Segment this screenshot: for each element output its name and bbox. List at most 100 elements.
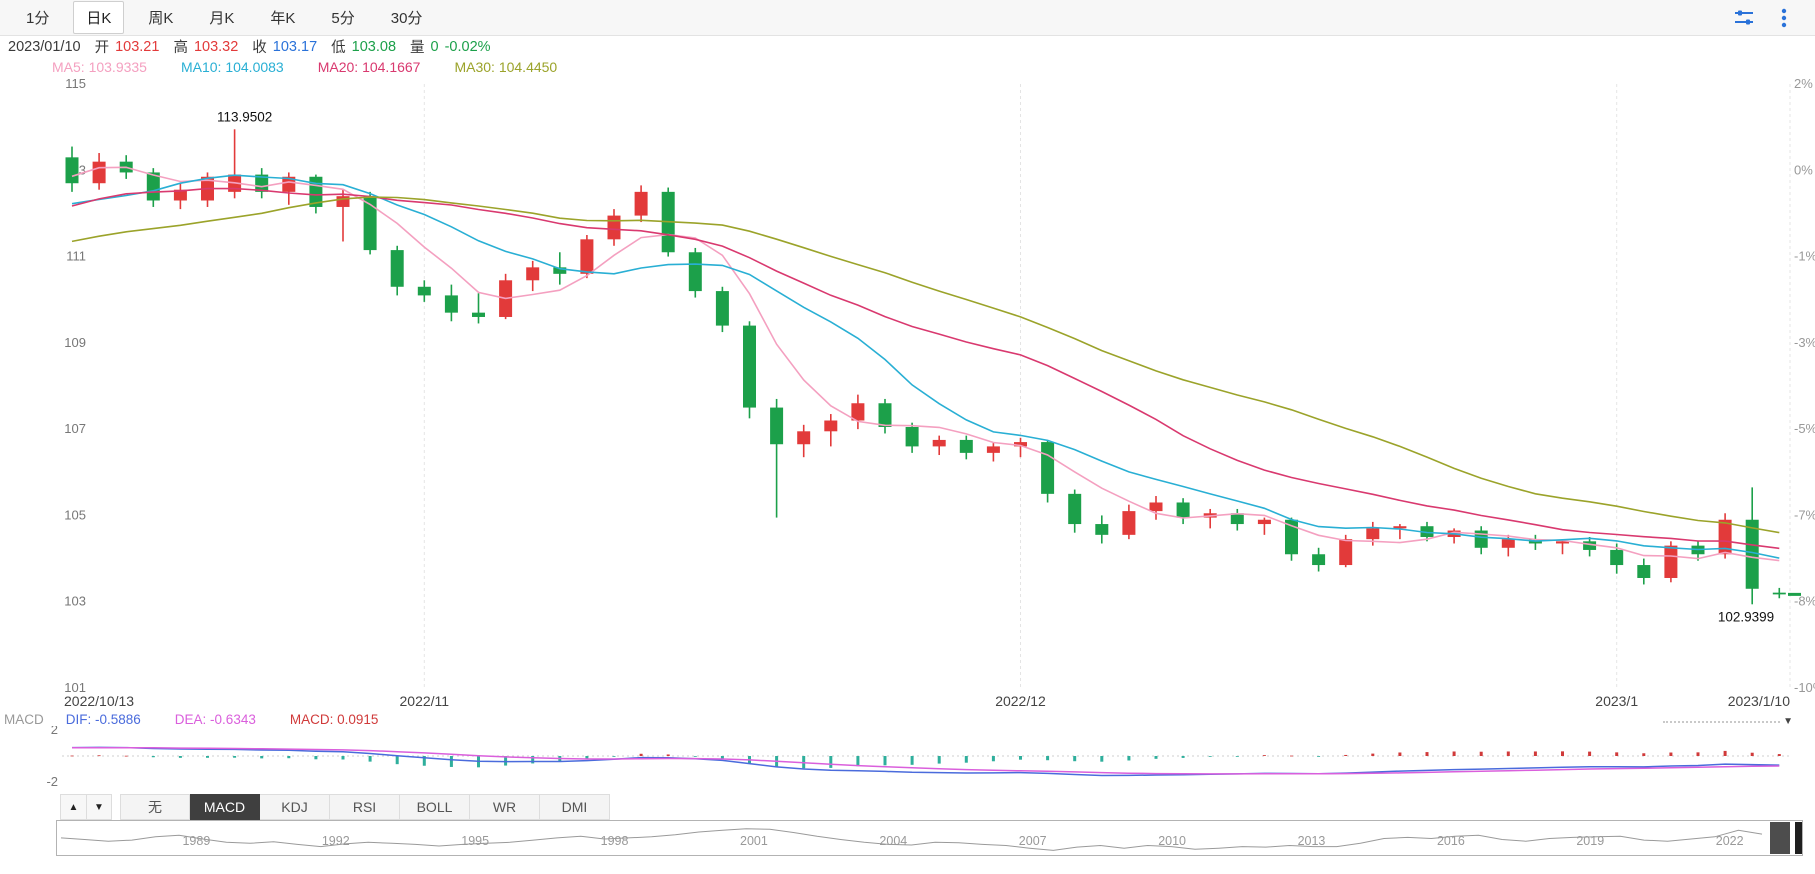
- macd-histogram-bar: [585, 756, 589, 760]
- low-label: 低: [331, 40, 346, 56]
- quote-row: 2023/01/10 开 103.21 高 103.32 收 103.17 低 …: [0, 36, 1815, 57]
- macd-histogram-bar: [233, 756, 237, 758]
- macd-histogram-bar: [1235, 756, 1239, 757]
- percent-axis-label: -10%: [1794, 680, 1815, 695]
- macd-histogram-bar: [151, 756, 155, 758]
- date-axis-label: 2022/10/13: [64, 693, 134, 709]
- tab-daily-k[interactable]: 日K: [73, 1, 125, 34]
- navigator-year-label: 2004: [879, 834, 907, 848]
- navigator-edge-handle[interactable]: [1795, 822, 1802, 854]
- candle-down: [255, 174, 269, 192]
- candle-up: [1014, 442, 1027, 447]
- tab-weekly-k[interactable]: 周K: [148, 10, 174, 27]
- macd-histogram-bar: [1317, 756, 1321, 757]
- indicator-settings-icon[interactable]: [1733, 7, 1755, 29]
- macd-histogram-bar: [1262, 755, 1266, 756]
- panel-scroll-track[interactable]: ▼: [1663, 717, 1793, 727]
- macd-histogram-bar: [422, 756, 426, 766]
- navigator-year-label: 1992: [322, 834, 350, 848]
- candle-up: [1393, 526, 1407, 529]
- max-price-label: 113.9502: [217, 109, 272, 124]
- candle-up: [1556, 541, 1569, 544]
- macd-histogram-bar: [1669, 752, 1673, 756]
- macd-histogram-bar: [1073, 756, 1077, 762]
- macd-histogram-bar: [70, 755, 74, 757]
- navigator-range-handle[interactable]: [1770, 822, 1790, 854]
- navigator-year-label: 2022: [1716, 834, 1744, 848]
- tab-monthly-k[interactable]: 月K: [209, 10, 235, 27]
- candle-down: [743, 325, 756, 408]
- price-axis-label: 115: [65, 76, 86, 91]
- navigator-year-label: 2013: [1298, 834, 1326, 848]
- macd-histogram-bar: [1642, 753, 1646, 756]
- candle-down: [553, 267, 567, 274]
- percent-axis-label: 2%: [1794, 76, 1813, 91]
- macd-histogram-bar: [856, 756, 860, 767]
- macd-axis-label: -2: [46, 774, 58, 789]
- macd-histogram-bar: [504, 756, 508, 766]
- candle-down: [770, 407, 784, 445]
- macd-header: MACD DIF: -0.5886 DEA: -0.6343 MACD: 0.0…: [0, 712, 1815, 727]
- macd-histogram-bar: [1371, 753, 1375, 756]
- open-label: 开: [94, 40, 110, 56]
- macd-histogram-bar: [449, 756, 453, 767]
- navigator-sparkline: [60, 828, 1763, 851]
- tab-1min[interactable]: 1分: [26, 10, 50, 27]
- navigator-year-label: 1995: [461, 834, 489, 848]
- volume-value: 0: [430, 38, 439, 55]
- candle-down: [1041, 442, 1055, 494]
- macd-histogram-bar: [1750, 752, 1754, 756]
- more-menu-icon[interactable]: [1773, 7, 1795, 29]
- navigator-year-label: 1989: [182, 834, 210, 848]
- macd-histogram-bar: [964, 756, 968, 763]
- last-close-marker: [1788, 592, 1801, 596]
- macd-histogram-bar: [260, 756, 264, 759]
- min-price-label: 102.9399: [1718, 609, 1774, 624]
- candle-down: [1610, 549, 1624, 566]
- percent-axis-label: 0%: [1794, 162, 1813, 177]
- macd-histogram-bar: [287, 756, 291, 759]
- ma20-legend: MA20: 104.1667: [317, 58, 421, 75]
- pane-up-button[interactable]: ▲: [60, 794, 86, 820]
- ma20-line: [71, 187, 1780, 550]
- ma30-line: [71, 196, 1780, 534]
- macd-histogram-bar: [206, 756, 209, 758]
- macd-histogram-bar: [612, 756, 616, 757]
- ind-tab-dmi[interactable]: DMI: [540, 794, 610, 820]
- period-toolbar: 1分 日K 周K 月K 年K 5分 30分: [0, 0, 1815, 36]
- ind-tab-rsi[interactable]: RSI: [330, 794, 400, 820]
- candle-down: [1068, 493, 1082, 525]
- tab-5min[interactable]: 5分: [331, 10, 355, 27]
- price-axis-label: 111: [66, 249, 86, 264]
- price-axis-label: 103: [64, 594, 86, 609]
- toolbar-icons: [1733, 7, 1801, 29]
- pane-down-button[interactable]: ▼: [86, 794, 112, 820]
- macd-histogram-bar: [1290, 755, 1293, 757]
- ind-tab-boll[interactable]: BOLL: [400, 794, 470, 820]
- macd-histogram-bar: [1452, 751, 1456, 756]
- candle-up: [824, 420, 838, 432]
- candle-up: [173, 189, 187, 201]
- candle-down: [1637, 565, 1651, 578]
- candle-down: [959, 439, 973, 453]
- candlestick-chart[interactable]: 1152%1130%111-1%109-3%107-5%105-7%103-8%…: [0, 76, 1815, 712]
- macd-chart[interactable]: 2 -2: [0, 722, 1815, 794]
- navigator-chart[interactable]: 1989 1992 1995 1998 2001 2004 2007 2010 2013 2016…: [57, 821, 1804, 855]
- date-axis-label: 2023/1/10: [1728, 693, 1790, 709]
- percent-axis-label: -8%: [1794, 594, 1815, 609]
- candle-up: [634, 191, 648, 216]
- ind-tab-none[interactable]: 无: [120, 794, 190, 820]
- history-navigator[interactable]: 1989 1992 1995 1998 2001 2004 2007 2010 2013 2016…: [56, 820, 1803, 856]
- ind-tab-kdj[interactable]: KDJ: [260, 794, 330, 820]
- ind-tab-macd[interactable]: MACD: [190, 794, 260, 820]
- tab-yearly-k[interactable]: 年K: [270, 10, 296, 27]
- price-axis-label: 107: [64, 421, 86, 436]
- macd-histogram-bar: [178, 756, 182, 758]
- collapse-arrow-icon[interactable]: ▼: [1783, 716, 1793, 727]
- candle-up: [797, 431, 811, 445]
- macd-histogram-bar: [1561, 751, 1564, 756]
- ind-tab-wr[interactable]: WR: [470, 794, 540, 820]
- tab-30min[interactable]: 30分: [390, 10, 423, 27]
- macd-histogram-bar: [666, 754, 670, 756]
- navigator-year-label: 2007: [1019, 834, 1047, 848]
